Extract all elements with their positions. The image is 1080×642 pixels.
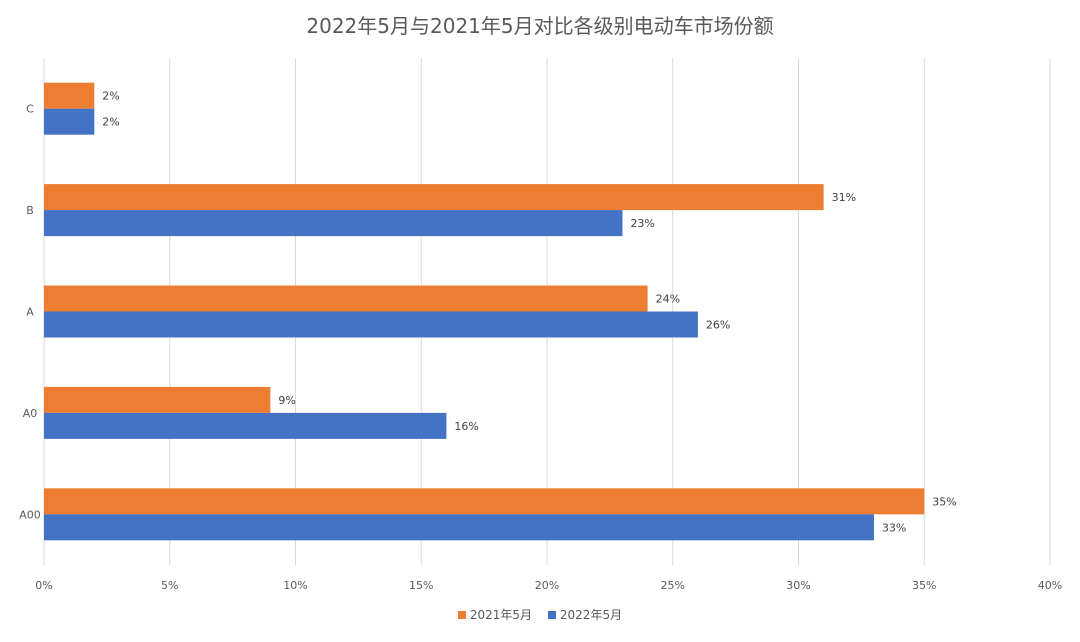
x-tick-label: 35% — [912, 579, 936, 592]
category-label: A0 — [23, 407, 38, 420]
x-tick-label: 40% — [1038, 579, 1062, 592]
legend-item-2021: 2021年5月 — [457, 606, 533, 623]
legend-swatch-2022 — [547, 610, 556, 619]
bar — [44, 82, 95, 109]
data-label: 31% — [832, 191, 856, 204]
x-tick-label: 0% — [35, 579, 52, 592]
bar — [44, 210, 623, 237]
data-label: 23% — [630, 217, 654, 230]
data-label: 9% — [278, 394, 295, 407]
data-label: 24% — [656, 293, 680, 306]
bar — [44, 386, 271, 413]
legend: 2021年5月 2022年5月 — [0, 606, 1080, 623]
bar — [44, 412, 447, 439]
legend-swatch-2021 — [457, 610, 466, 619]
legend-label-2021: 2021年5月 — [469, 608, 533, 622]
category-label: A — [26, 306, 34, 319]
legend-label-2022: 2022年5月 — [559, 608, 623, 622]
data-label: 16% — [454, 420, 478, 433]
x-tick-label: 5% — [161, 579, 178, 592]
x-tick-label: 20% — [535, 579, 559, 592]
data-label: 26% — [706, 319, 730, 332]
data-label: 35% — [932, 495, 956, 508]
bar — [44, 514, 874, 541]
x-tick-label: 15% — [409, 579, 433, 592]
x-tick-label: 10% — [283, 579, 307, 592]
bar — [44, 311, 698, 338]
legend-item-2022: 2022年5月 — [547, 606, 623, 623]
category-label: C — [26, 103, 34, 116]
bar — [44, 184, 824, 211]
bar — [44, 108, 95, 135]
x-tick-label: 30% — [786, 579, 810, 592]
category-label: A00 — [19, 508, 41, 521]
x-tick-label: 25% — [661, 579, 685, 592]
bar — [44, 285, 648, 312]
data-label: 33% — [882, 521, 906, 534]
chart-title: 2022年5月与2021年5月对比各级别电动车市场份额 — [306, 14, 774, 38]
category-label: B — [26, 204, 34, 217]
data-label: 2% — [102, 116, 119, 129]
bar — [44, 488, 925, 515]
data-label: 2% — [102, 90, 119, 103]
